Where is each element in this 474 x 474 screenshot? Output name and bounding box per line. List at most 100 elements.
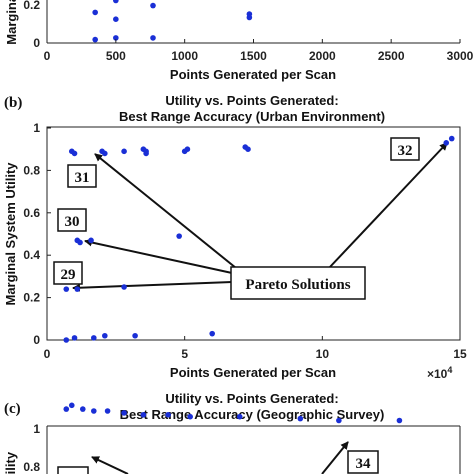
panel-a-points <box>92 0 253 43</box>
panel-b-y-tick-1: 0.2 <box>23 291 40 305</box>
panel-a-point-8 <box>150 2 156 9</box>
panel-a-y-tick-0-2: 0.2 <box>23 0 40 12</box>
panel-c-partial-box <box>57 466 89 474</box>
panel-b-point-25 <box>132 332 138 339</box>
panel-a-x-tick-2: 1000 <box>171 49 198 63</box>
panel-b-y-ticks: 0 0.2 0.4 0.6 0.8 1 <box>23 121 51 347</box>
panel-a-x-tick-5: 2500 <box>378 49 405 63</box>
panel-a-x-label: Points Generated per Scan <box>170 67 336 82</box>
panel-c-point-3 <box>91 408 97 414</box>
panel-b-point-19 <box>74 286 81 292</box>
panel-b-x-ticks: 0 5 10 15 <box>44 336 467 361</box>
panel-b-label: (b) <box>4 95 22 111</box>
panel-b-point-22 <box>71 335 78 341</box>
panel-c-label: (c) <box>4 401 21 417</box>
panel-a-y-label: Marginal <box>4 0 19 45</box>
panel-b-point-20 <box>121 284 127 290</box>
svg-text:Pareto Solutions: Pareto Solutions <box>245 277 350 293</box>
panel-b-point-26 <box>209 330 215 337</box>
panel-a-x-ticks: 0 500 1000 1500 2000 2500 3000 <box>44 39 474 63</box>
panel-c-point-1 <box>68 402 75 409</box>
panel-c-points <box>63 402 403 424</box>
panel-c-point-7 <box>165 412 171 418</box>
panel-b-point-21 <box>63 337 70 343</box>
panel-b-point-16 <box>88 237 94 244</box>
panel-b-title-line2: Best Range Accuracy (Urban Environment) <box>119 109 385 124</box>
panel-b-point-17 <box>176 233 182 239</box>
panel-b-y-tick-4: 0.8 <box>23 163 40 177</box>
panel-c-point-8 <box>187 413 193 420</box>
panel-b-point-23 <box>91 335 97 341</box>
panel-c-y-tick-0-8: 0.8 <box>23 460 40 474</box>
panel-b-point-15 <box>77 239 83 246</box>
panel-b-point-7 <box>143 150 149 157</box>
panel-b: (b) Utility vs. Points Generated: Best R… <box>3 93 467 381</box>
arrow-to-29 <box>72 281 233 292</box>
panel-b-x-tick-3: 15 <box>453 347 467 361</box>
panel-b-point-24 <box>102 332 108 339</box>
panel-b-point-9 <box>184 146 191 152</box>
panel-c-point-5 <box>121 410 127 416</box>
panel-c-point-11 <box>336 417 342 424</box>
panel-a-y-tick-0: 0 <box>33 36 40 50</box>
panel-b-x-tick-2: 10 <box>316 347 330 361</box>
panel-c-point-6 <box>140 412 147 418</box>
panel-a-point-1 <box>92 9 98 16</box>
panel-b-x-exponent: ×104 <box>427 365 452 381</box>
panel-a-point-6 <box>113 35 119 41</box>
arrow-to-31 <box>94 153 237 269</box>
callout-30: 30 <box>57 208 87 232</box>
panel-b-y-tick-2: 0.4 <box>23 248 40 262</box>
panel-c-arrow-right <box>321 441 349 474</box>
panel-b-arrows <box>72 142 448 292</box>
panel-b-point-3 <box>102 150 108 157</box>
arrow-to-32 <box>328 142 448 269</box>
panel-c-title-line2: Best Range Accuracy (Geographic Survey) <box>120 407 385 422</box>
panel-c-title-line1: Utility vs. Points Generated: <box>165 391 338 406</box>
panel-b-y-tick-3: 0.6 <box>23 206 40 220</box>
panel-c-y-tick-1: 1 <box>33 422 40 436</box>
panel-b-point-18 <box>63 286 70 292</box>
panel-b-point-11 <box>245 146 251 152</box>
panel-b-point-13 <box>443 140 450 146</box>
arrow-to-30 <box>84 238 233 274</box>
svg-text:29: 29 <box>61 267 76 283</box>
panel-a-x-tick-1: 500 <box>106 49 126 63</box>
panel-b-x-label: Points Generated per Scan <box>170 365 336 380</box>
panel-b-points <box>63 135 455 343</box>
panel-c-y-label: Utility <box>3 451 18 474</box>
panel-c-point-2 <box>79 406 86 412</box>
svg-text:30: 30 <box>65 214 80 230</box>
callout-31: 31 <box>67 164 97 188</box>
panel-c-point-9 <box>236 413 243 420</box>
panel-b-x-tick-0: 0 <box>44 347 51 361</box>
panel-b-y-label: Marginal System Utility <box>3 162 18 306</box>
panel-c-point-4 <box>104 408 111 414</box>
svg-text:31: 31 <box>75 170 90 186</box>
panel-a-point-5 <box>113 16 119 23</box>
panel-a-x-tick-6: 3000 <box>447 49 474 63</box>
panel-a-x-tick-4: 2000 <box>309 49 336 63</box>
panel-c-point-10 <box>297 415 304 422</box>
svg-text:32: 32 <box>398 143 413 159</box>
panel-c-point-12 <box>396 417 403 424</box>
panel-b-title-line1: Utility vs. Points Generated: <box>165 93 338 108</box>
panel-b-x-tick-1: 5 <box>181 347 188 361</box>
panel-c-arrow-left <box>91 456 129 474</box>
panel-c-point-0 <box>63 406 70 412</box>
panel-a-point-2 <box>92 36 98 43</box>
panel-b-point-1 <box>71 150 78 157</box>
panel-a-point-9 <box>150 35 156 41</box>
pareto-solutions-annotation: Pareto Solutions <box>230 266 366 300</box>
panel-a-point-11 <box>246 14 253 21</box>
panel-b-point-4 <box>121 148 127 155</box>
svg-text:34: 34 <box>356 456 372 472</box>
panel-c: (c) Utility vs. Points Generated: Best R… <box>3 391 461 474</box>
panel-b-y-tick-5: 1 <box>33 121 40 135</box>
callout-34: 34 <box>347 450 379 474</box>
panel-a-x-tick-0: 0 <box>44 49 51 63</box>
panel-b-axes-box <box>46 126 461 341</box>
panel-a-point-4 <box>113 0 119 4</box>
callout-29: 29 <box>53 261 83 285</box>
